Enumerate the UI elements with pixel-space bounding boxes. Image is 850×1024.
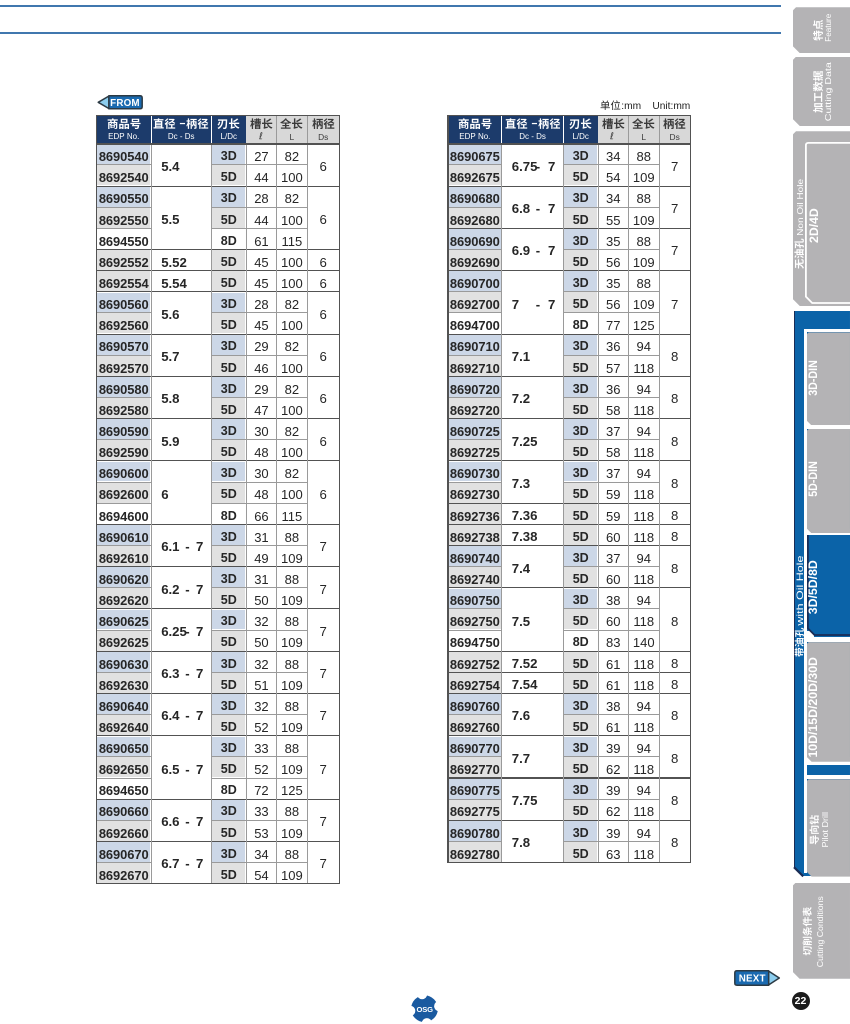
svg-text:10D/15D/20D/30D: 10D/15D/20D/30D [806, 657, 820, 758]
svg-text:Cutting Conditions: Cutting Conditions [814, 896, 824, 967]
svg-text:NEXT: NEXT [738, 973, 765, 984]
svg-text:5D-DIN: 5D-DIN [806, 461, 820, 497]
svg-text:2D/4D: 2D/4D [807, 208, 821, 243]
svg-text:Feature: Feature [823, 14, 833, 42]
svg-text:3D/5D/8D: 3D/5D/8D [806, 560, 820, 614]
svg-text:Non Oil Hole: Non Oil Hole [795, 178, 805, 235]
svg-text:3D-DIN: 3D-DIN [806, 360, 820, 396]
svg-text:OSG: OSG [417, 1004, 434, 1013]
svg-text:FROM: FROM [110, 98, 140, 109]
svg-text:Pilot Drill: Pilot Drill [820, 812, 830, 848]
svg-text:Cutting Data: Cutting Data [823, 62, 833, 121]
svg-text:with Oil Hole: with Oil Hole [795, 556, 805, 627]
